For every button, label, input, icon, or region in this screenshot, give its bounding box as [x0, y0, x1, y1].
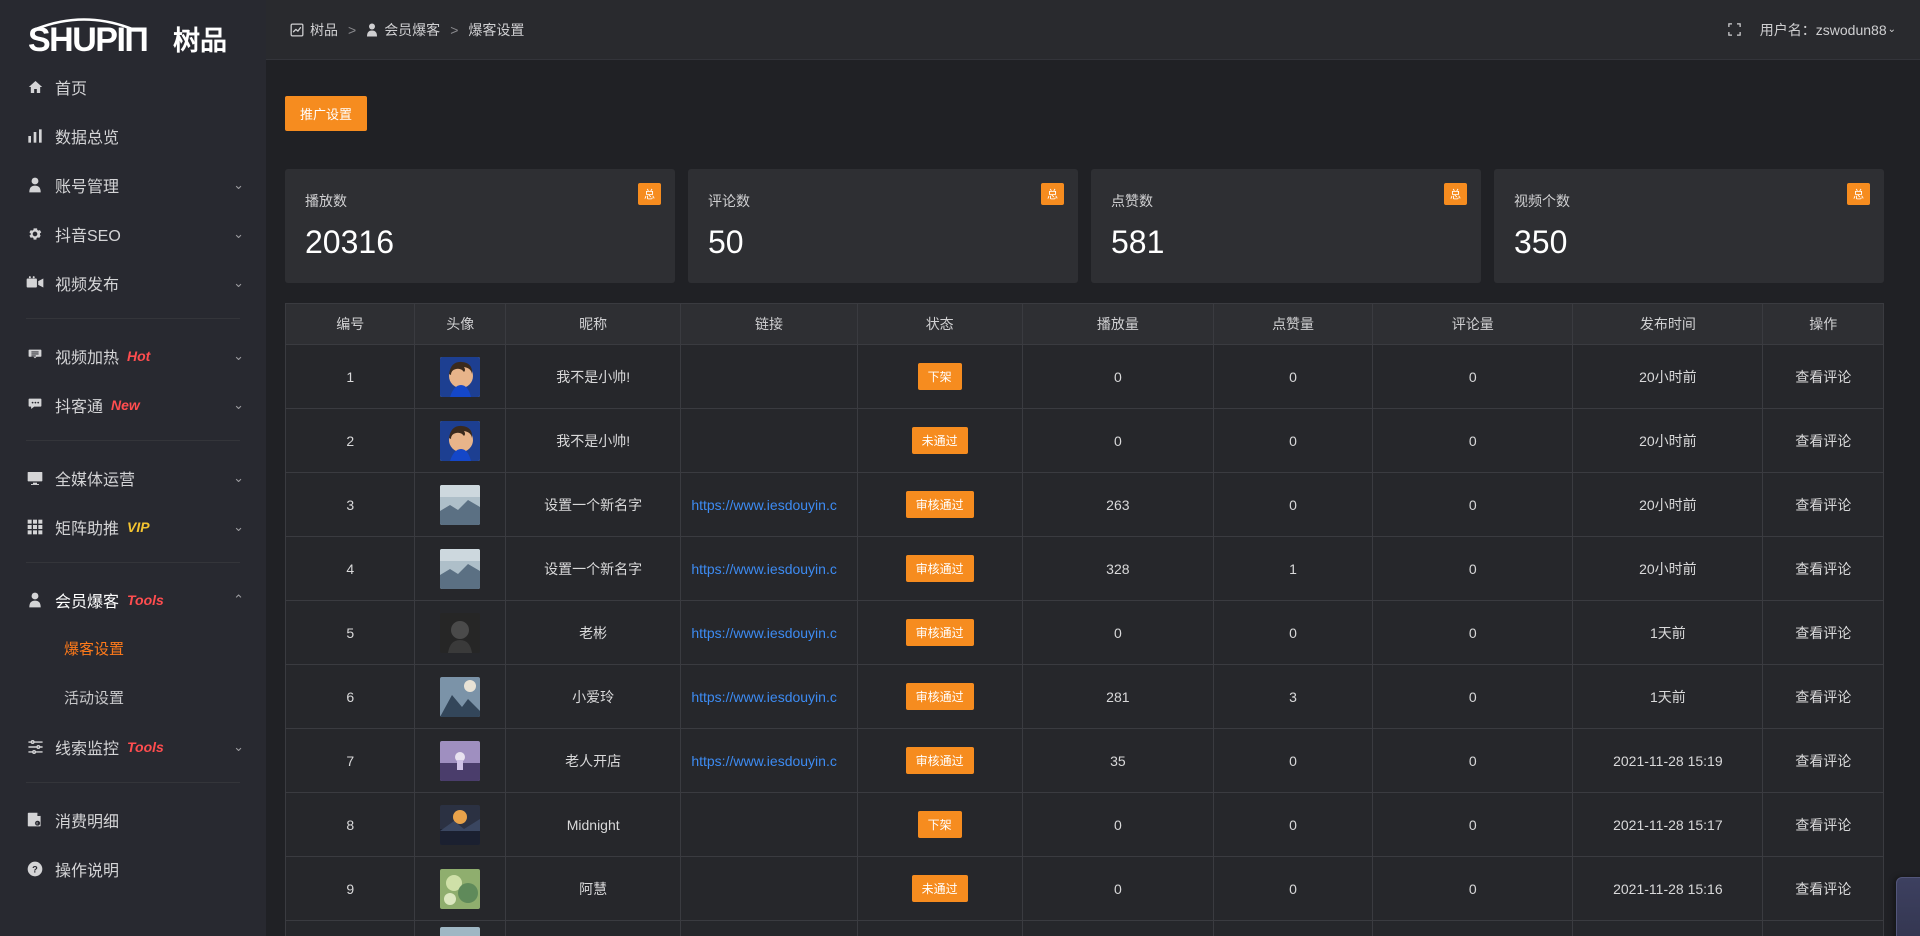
svg-text:?: ?: [32, 864, 38, 874]
svg-text:树品: 树品: [173, 26, 227, 56]
svg-text:SHUPIП: SHUPIП: [28, 21, 147, 58]
svg-text:¢: ¢: [36, 821, 38, 825]
